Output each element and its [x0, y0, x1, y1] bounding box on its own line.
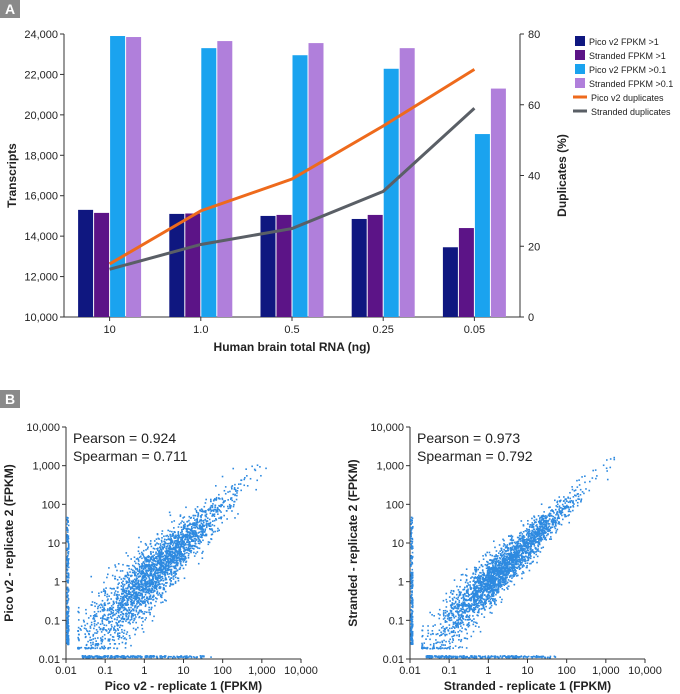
y2-tick-label: 0 [528, 312, 534, 324]
y-tick-label: 24,000 [24, 29, 58, 41]
bar-pico-v2-fpkm-1 [78, 209, 94, 317]
x-tick-label: 10,000 [628, 665, 662, 677]
legend-entry: Pico v2 FPKM >0.1 [589, 65, 666, 75]
x-tick-label: 0.1 [98, 665, 113, 677]
bar-stranded-fpkm-0-1 [126, 37, 142, 318]
x-tick-label: 10 [177, 665, 189, 677]
x-tick-label: 1 [485, 665, 491, 677]
y2-axis-title: Duplicates (%) [555, 134, 569, 217]
x-tick-label: 0.25 [372, 324, 393, 336]
y-tick-label: 100 [42, 499, 60, 511]
y-tick-label: 0.01 [39, 654, 60, 666]
y-tick-label: 10,000 [24, 312, 58, 324]
panel-label-a: A [0, 0, 20, 18]
x-tick-label: 1 [141, 665, 147, 677]
bar-stranded-fpkm-1 [94, 212, 110, 317]
x-tick-label: 10,000 [284, 665, 318, 677]
bar-pico-v2-fpkm-0-1 [201, 48, 217, 318]
bar-pico-v2-fpkm-0-1 [110, 36, 126, 318]
x-tick-label: 1,000 [592, 665, 620, 677]
y-axis-title: Stranded - replicate 2 (FPKM) [346, 459, 360, 626]
legend-entry: Stranded FPKM >0.1 [589, 79, 673, 89]
x-tick-label: 100 [213, 665, 231, 677]
bar-pico-v2-fpkm-1 [442, 247, 458, 317]
bar-pico-v2-fpkm-0-1 [292, 55, 308, 317]
legend-entry: Stranded FPKM >1 [589, 51, 666, 61]
x-tick-label: 10 [103, 324, 115, 336]
y-tick-label: 1 [54, 577, 60, 589]
y-tick-label: 18,000 [24, 150, 58, 162]
y-axis-title: Pico v2 - replicate 2 (FPKM) [2, 464, 16, 621]
bar-stranded-fpkm-1 [458, 228, 474, 317]
x-tick-label: 0.01 [399, 665, 420, 677]
x-axis-title: Pico v2 - replicate 1 (FPKM) [105, 679, 262, 693]
x-tick-label: 1.0 [193, 324, 208, 336]
y-axis-title: Transcripts [5, 143, 19, 208]
y-tick-label: 20,000 [24, 110, 58, 122]
y2-tick-label: 80 [528, 29, 540, 41]
legend-swatch [575, 78, 585, 88]
line-stranded-duplicates [109, 107, 476, 271]
bar-pico-v2-fpkm-1 [260, 215, 276, 317]
y-tick-label: 100 [386, 499, 404, 511]
scatter-points [410, 456, 616, 659]
y-tick-label: 10,000 [26, 422, 60, 434]
y-tick-label: 10 [392, 538, 404, 550]
legend-swatch [575, 64, 585, 74]
x-tick-label: 0.1 [442, 665, 457, 677]
line-pico-v2-duplicates [108, 68, 476, 266]
y2-tick-label: 40 [528, 171, 540, 183]
legend-entry: Pico v2 FPKM >1 [589, 37, 659, 47]
y-tick-label: 1,000 [376, 461, 404, 473]
y-tick-label: 0.1 [45, 615, 60, 627]
x-axis-title: Human brain total RNA (ng) [214, 340, 371, 354]
legend-entry: Pico v2 duplicates [591, 93, 664, 103]
legend-entry: Stranded duplicates [591, 107, 671, 117]
scatter-plots: 0.010.010.10.11110101001001,0001,00010,0… [2, 422, 662, 693]
x-tick-label: 0.05 [464, 324, 485, 336]
pearson-annotation: Pearson = 0.973 [417, 430, 520, 446]
y-tick-label: 0.01 [383, 654, 404, 666]
bar-pico-v2-fpkm-0-1 [474, 134, 490, 317]
x-tick-label: 100 [557, 665, 575, 677]
bar-stranded-fpkm-0-1 [217, 41, 233, 317]
legend-swatch [575, 36, 585, 46]
y-tick-label: 1,000 [32, 461, 60, 473]
y-tick-label: 16,000 [24, 191, 58, 203]
bar-line-chart: 10,000 12,000 14,000 16,000 18,000 20,000 22,0… [5, 29, 673, 354]
y-tick-label: 1 [398, 577, 404, 589]
y-tick-label: 10 [48, 538, 60, 550]
y-tick-label: 22,000 [24, 69, 58, 81]
bar-pico-v2-fpkm-1 [169, 213, 185, 317]
bar-stranded-fpkm-1 [276, 214, 292, 317]
x-axis-title: Stranded - replicate 1 (FPKM) [444, 679, 611, 693]
pearson-annotation: Pearson = 0.924 [73, 430, 176, 446]
y2-tick-label: 20 [528, 241, 540, 253]
scatter-points [66, 464, 267, 659]
legend-swatch [575, 50, 585, 60]
bar-pico-v2-fpkm-1 [351, 218, 367, 317]
spearman-annotation: Spearman = 0.792 [417, 448, 533, 464]
y2-tick-label: 60 [528, 100, 540, 112]
panel-label-b: B [0, 390, 20, 408]
bar-stranded-fpkm-1 [367, 214, 383, 317]
x-tick-label: 0.5 [284, 324, 299, 336]
y-tick-label: 12,000 [24, 272, 58, 284]
y-tick-label: 0.1 [389, 615, 404, 627]
bar-stranded-fpkm-0-1 [490, 88, 506, 317]
bar-stranded-fpkm-1 [185, 213, 201, 317]
x-tick-label: 1,000 [248, 665, 276, 677]
x-tick-label: 0.01 [55, 665, 76, 677]
bar-stranded-fpkm-0-1 [308, 43, 324, 317]
bar-pico-v2-fpkm-0-1 [383, 68, 399, 317]
spearman-annotation: Spearman = 0.711 [73, 448, 188, 464]
y-tick-label: 14,000 [24, 231, 58, 243]
y-tick-label: 10,000 [370, 422, 404, 434]
x-tick-label: 10 [521, 665, 533, 677]
bar-stranded-fpkm-0-1 [399, 48, 415, 318]
